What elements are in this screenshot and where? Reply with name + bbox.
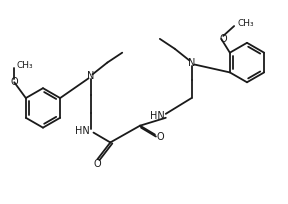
Text: O: O [219, 34, 227, 44]
Text: HN: HN [75, 126, 90, 136]
Text: O: O [94, 159, 101, 169]
Text: N: N [188, 58, 195, 68]
Text: N: N [87, 71, 94, 81]
Text: CH₃: CH₃ [16, 61, 33, 70]
Text: O: O [156, 132, 164, 142]
Text: CH₃: CH₃ [237, 19, 254, 28]
Text: O: O [10, 77, 18, 87]
Text: HN: HN [151, 111, 165, 121]
